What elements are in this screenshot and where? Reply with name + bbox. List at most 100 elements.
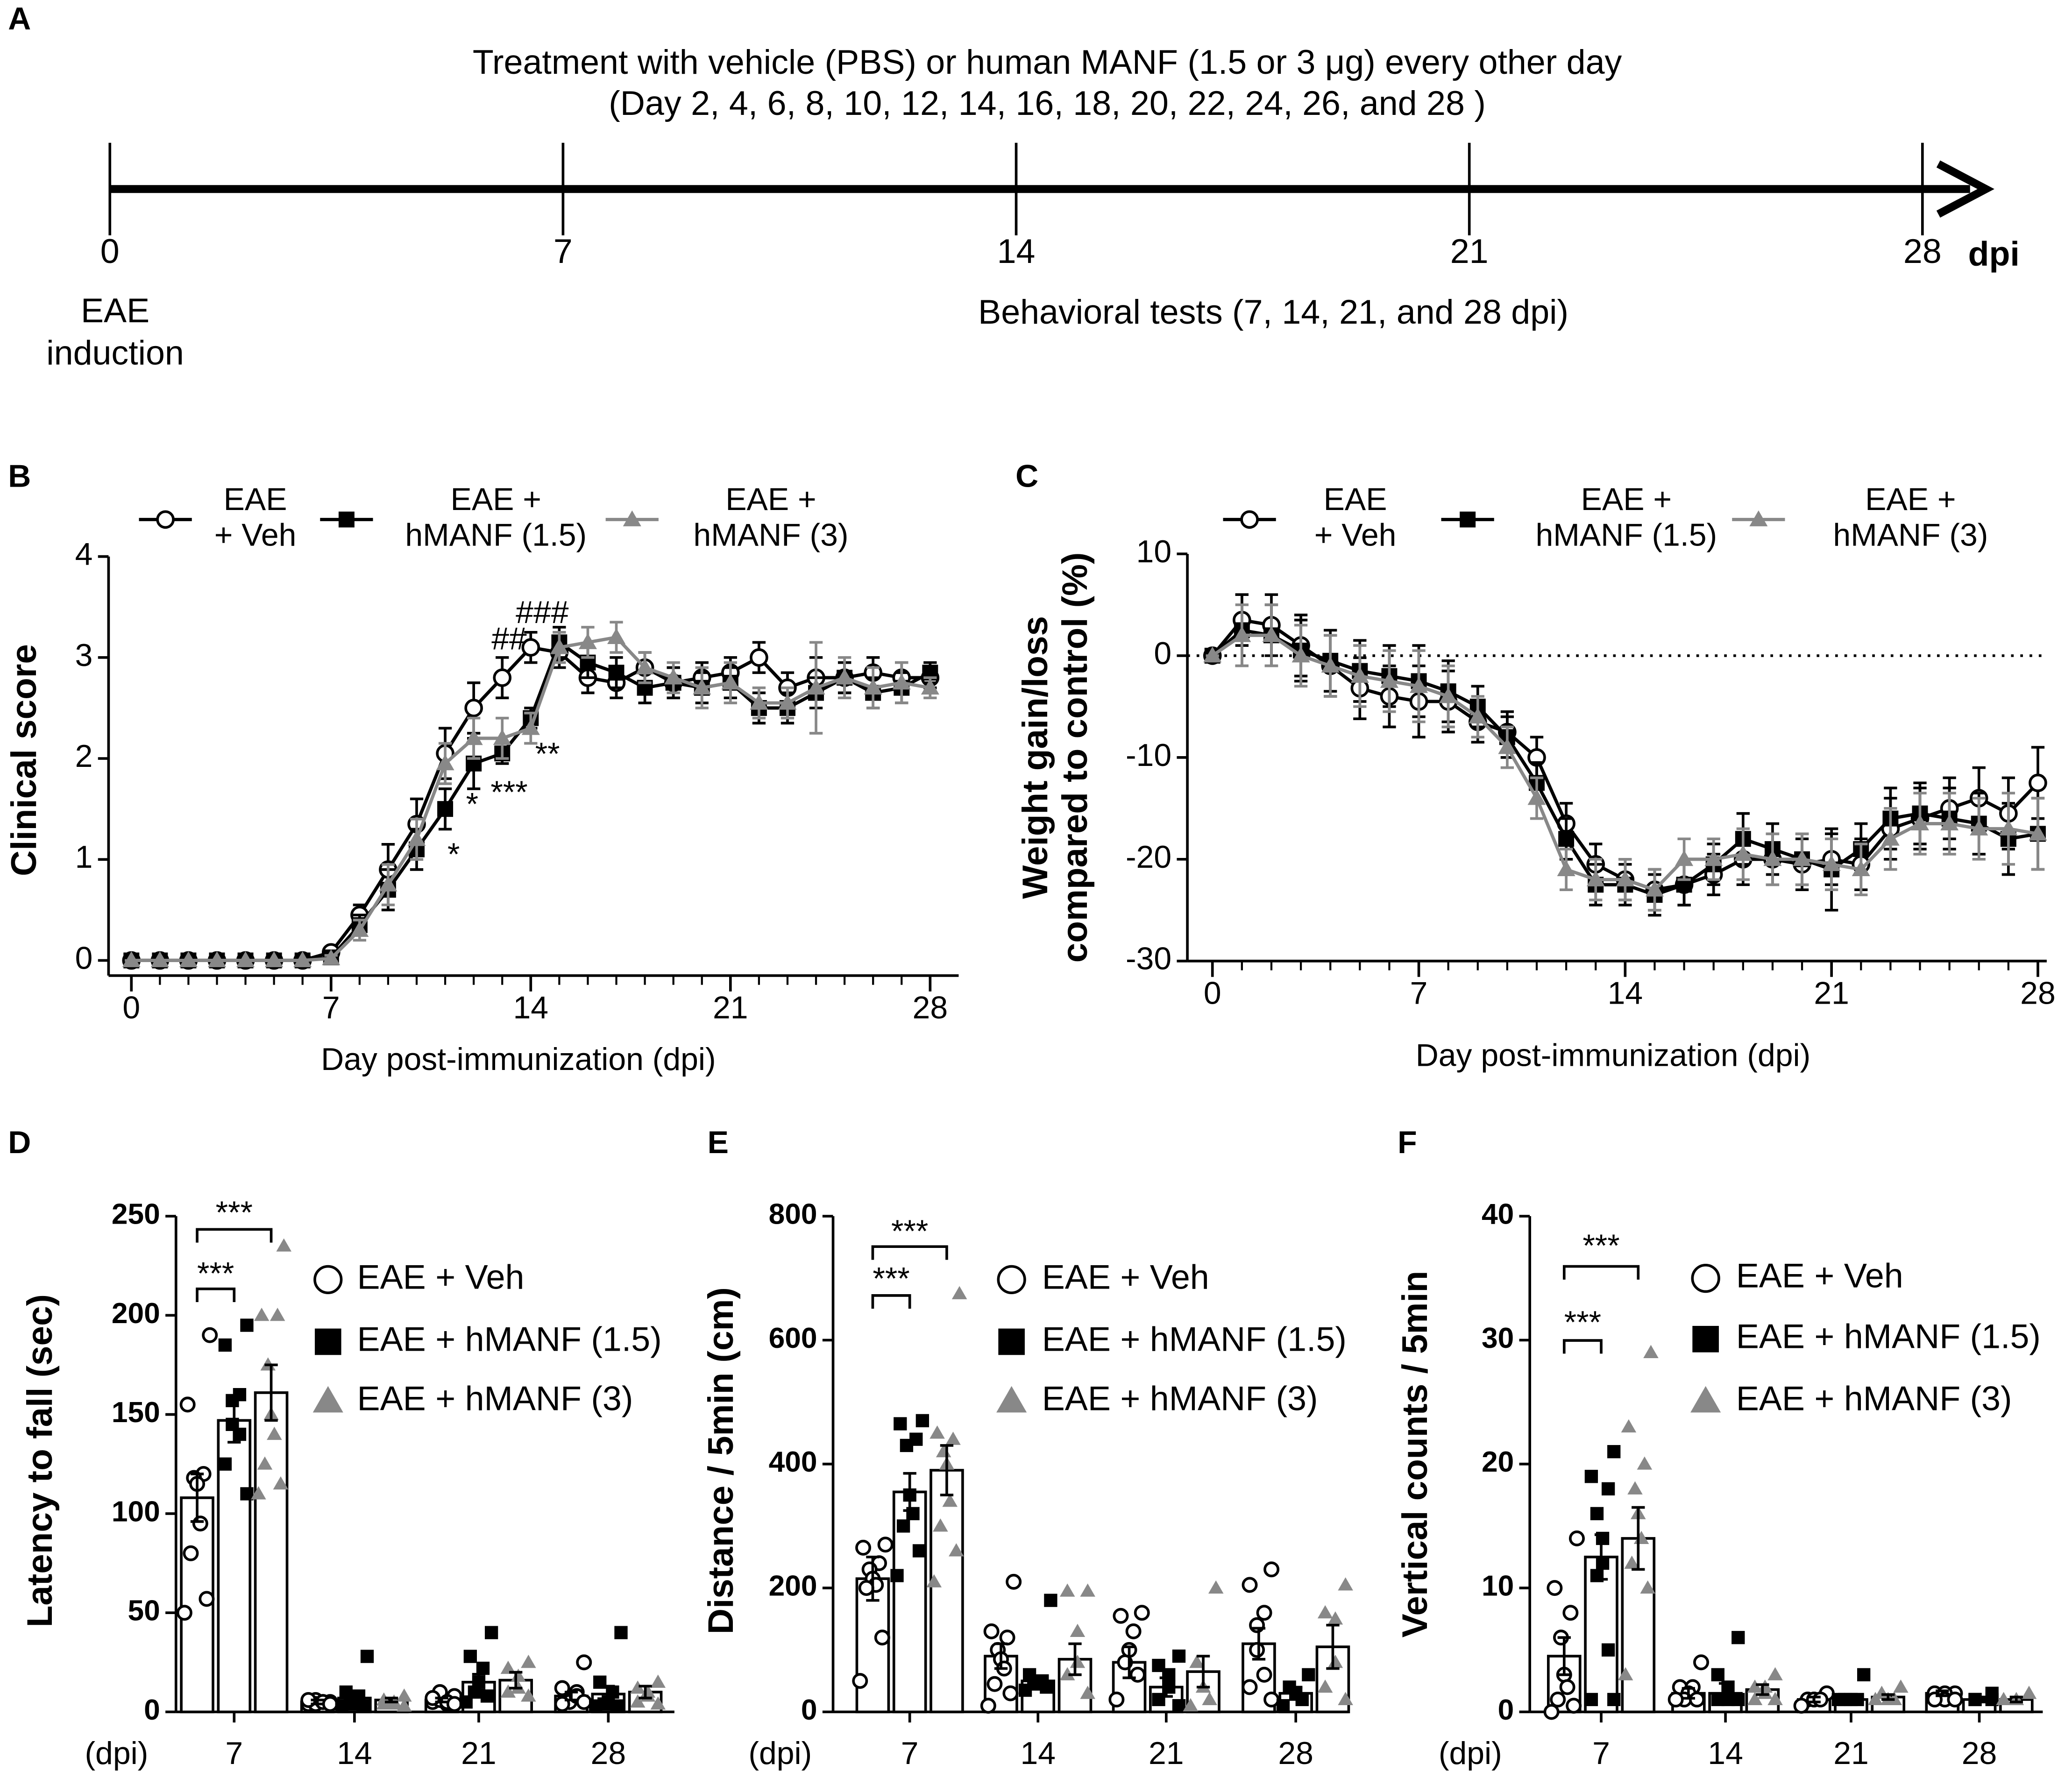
error-bar bbox=[384, 1696, 398, 1704]
marker bbox=[2021, 1686, 2037, 1699]
significance-bracket bbox=[1562, 1339, 1603, 1354]
y-tick-label: 150 bbox=[112, 1396, 160, 1429]
caption: (Day 2, 4, 6, 8, 10, 12, 14, 16, 18, 20,… bbox=[609, 84, 1486, 122]
marker bbox=[933, 1518, 948, 1532]
marker bbox=[480, 1689, 494, 1703]
marker bbox=[1693, 1654, 1709, 1671]
marker bbox=[650, 1674, 666, 1688]
error-bar bbox=[435, 1696, 448, 1704]
x-tick-label: 7 bbox=[322, 990, 340, 1025]
legend-label: EAE + hMANF (1.5) bbox=[1736, 1317, 2041, 1356]
marker bbox=[996, 1386, 1027, 1413]
error-bar bbox=[472, 1672, 486, 1692]
marker bbox=[1291, 646, 1310, 663]
marker bbox=[379, 875, 397, 892]
marker bbox=[1763, 850, 1782, 866]
marker bbox=[1621, 1419, 1637, 1433]
error-bar bbox=[1289, 1686, 1303, 1701]
marker bbox=[446, 1696, 462, 1712]
error-bar bbox=[940, 1444, 954, 1496]
annotation: *** bbox=[1564, 1305, 1601, 1340]
legend-label: EAE + Veh bbox=[1042, 1257, 1209, 1296]
y-tick-label: 4 bbox=[75, 537, 93, 572]
marker bbox=[1562, 1605, 1579, 1621]
marker bbox=[636, 658, 654, 674]
marker bbox=[265, 951, 284, 967]
x-axis-label: Day post-immunization (dpi) bbox=[1416, 1038, 1811, 1073]
marker bbox=[926, 1574, 942, 1587]
error-bar bbox=[1068, 1642, 1082, 1676]
marker bbox=[1867, 1692, 1883, 1705]
x-tick-label: 21 bbox=[461, 1736, 497, 1771]
marker bbox=[476, 1661, 490, 1675]
caption: Treatment with vehicle (PBS) or human MA… bbox=[473, 43, 1622, 81]
timeline-tick-label: 7 bbox=[553, 232, 573, 270]
marker bbox=[464, 729, 483, 745]
marker bbox=[179, 951, 198, 967]
y-tick-label: 10 bbox=[1482, 1570, 1514, 1602]
x-tick-label: 28 bbox=[591, 1736, 626, 1771]
timeline-unit: dpi bbox=[1968, 234, 2020, 273]
x-tick-label: 28 bbox=[2020, 976, 2056, 1011]
marker bbox=[257, 1456, 273, 1470]
marker bbox=[218, 1457, 232, 1471]
y-tick-label: 20 bbox=[1482, 1446, 1514, 1478]
marker bbox=[721, 673, 740, 690]
marker bbox=[1601, 1482, 1615, 1495]
y-tick-label: 200 bbox=[769, 1570, 817, 1602]
error-bar bbox=[1807, 1695, 1821, 1704]
marker bbox=[906, 1507, 920, 1521]
marker bbox=[338, 511, 355, 528]
marker bbox=[1080, 1686, 1095, 1699]
marker bbox=[484, 1626, 498, 1639]
marker bbox=[1070, 1623, 1086, 1637]
marker bbox=[322, 949, 341, 965]
marker bbox=[578, 633, 597, 649]
marker bbox=[1527, 789, 1546, 805]
marker bbox=[183, 1545, 199, 1561]
marker bbox=[930, 1425, 945, 1439]
x-tick-label: 7 bbox=[1592, 1736, 1610, 1771]
marker bbox=[997, 1265, 1026, 1295]
marker bbox=[1596, 1556, 1610, 1570]
marker bbox=[576, 1694, 592, 1710]
annotation: * bbox=[466, 787, 478, 822]
marker bbox=[1125, 1623, 1142, 1639]
annotation: * bbox=[447, 837, 460, 872]
legend-label: EAE + Veh bbox=[214, 482, 297, 553]
x-tick-label: 21 bbox=[1149, 1736, 1184, 1771]
marker bbox=[877, 1537, 894, 1553]
y-tick-label: 1 bbox=[75, 840, 93, 875]
error-bar bbox=[227, 1397, 241, 1444]
error-bar bbox=[509, 1671, 523, 1690]
y-tick-label: 600 bbox=[769, 1322, 817, 1354]
error-bar bbox=[1594, 1533, 1608, 1581]
marker bbox=[1940, 815, 1959, 830]
y-tick-label: 0 bbox=[1154, 636, 1171, 671]
marker bbox=[1690, 1386, 1721, 1413]
marker bbox=[1711, 1668, 1724, 1682]
marker bbox=[179, 1396, 196, 1413]
marker bbox=[1558, 831, 1575, 847]
y-tick-label: 800 bbox=[769, 1198, 817, 1230]
marker bbox=[630, 1694, 646, 1708]
marker bbox=[1557, 860, 1575, 877]
marker bbox=[1002, 1685, 1019, 1701]
marker bbox=[1203, 646, 1222, 663]
panel-label: A bbox=[8, 1, 31, 36]
error-bar bbox=[866, 1555, 880, 1602]
marker bbox=[1263, 1561, 1280, 1578]
significance-bracket bbox=[1562, 1265, 1640, 1280]
marker bbox=[1242, 1679, 1258, 1695]
error-bar bbox=[1557, 1636, 1571, 1676]
x-tick-label: 28 bbox=[1962, 1736, 1997, 1771]
marker bbox=[807, 679, 825, 695]
marker bbox=[1302, 1668, 1315, 1682]
marker bbox=[2029, 773, 2047, 793]
marker bbox=[1747, 1692, 1763, 1705]
y-tick-label: 10 bbox=[1136, 534, 1172, 569]
marker bbox=[1691, 1263, 1720, 1293]
significance-bracket bbox=[871, 1245, 948, 1260]
marker bbox=[623, 510, 641, 526]
